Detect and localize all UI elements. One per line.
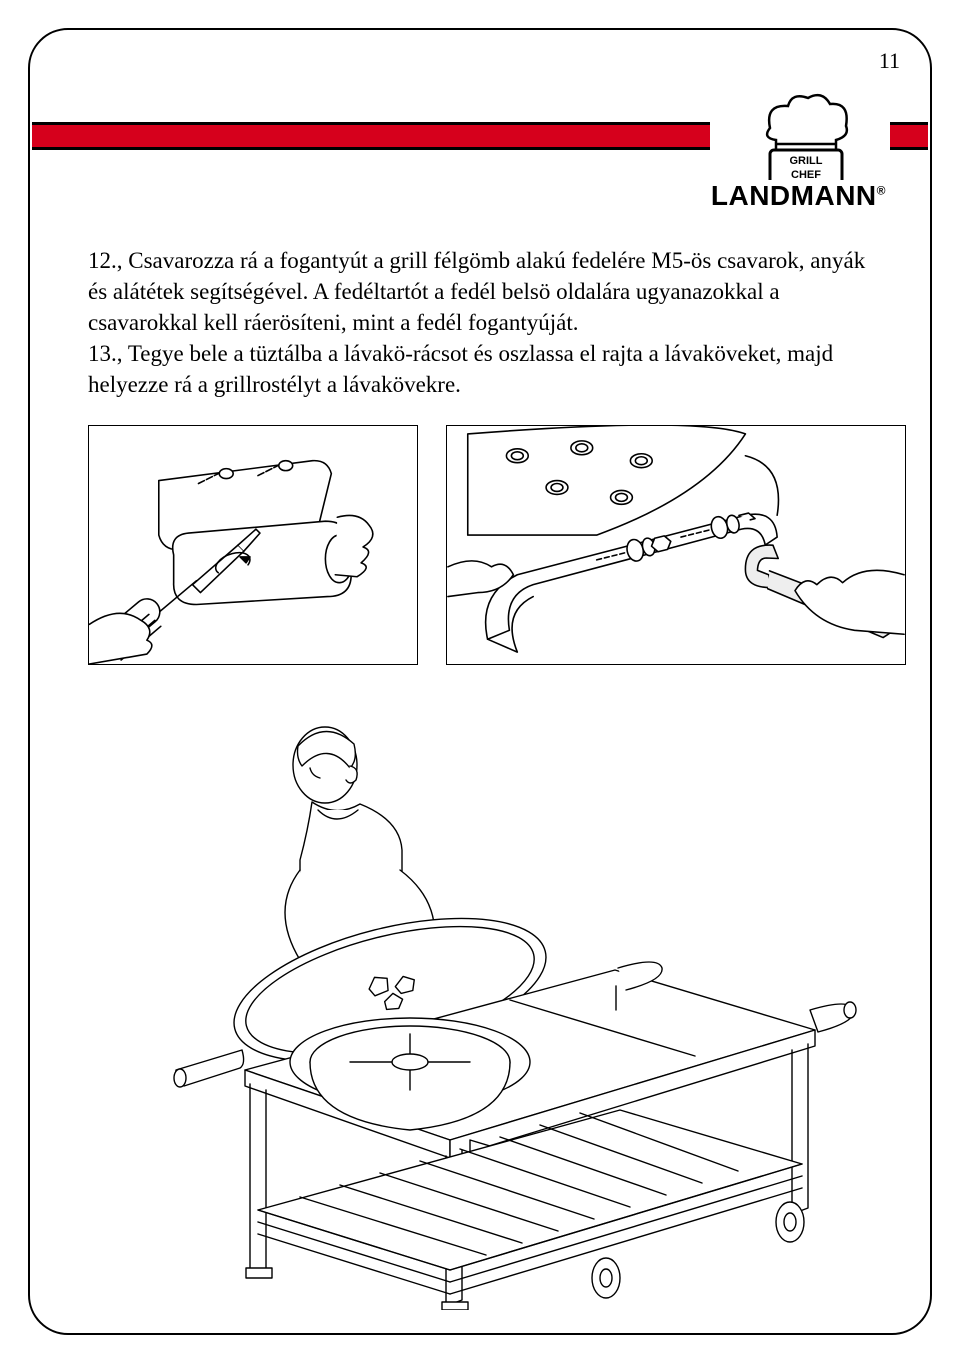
figure-step12-left: [88, 425, 418, 665]
page-frame: 11 GRILL CHEF: [28, 28, 932, 1335]
step-12-text: 12., Csavarozza rá a fogantyút a grill f…: [88, 245, 888, 338]
figure-step13-main: [150, 710, 870, 1310]
page: 11 GRILL CHEF: [0, 0, 960, 1363]
logo-text-top: GRILL: [790, 155, 823, 167]
illustration-row: [88, 425, 908, 665]
page-number: 11: [879, 48, 900, 74]
step-13-text: 13., Tegye bele a tüztálba a lávakö-rács…: [88, 338, 888, 400]
instruction-text: 12., Csavarozza rá a fogantyút a grill f…: [88, 245, 888, 400]
brand-text: LANDMANN: [711, 180, 877, 211]
figure-step12-right: [446, 425, 906, 665]
brand-tm: ®: [877, 184, 886, 198]
brand-wordmark: LANDMANN®: [707, 180, 890, 212]
